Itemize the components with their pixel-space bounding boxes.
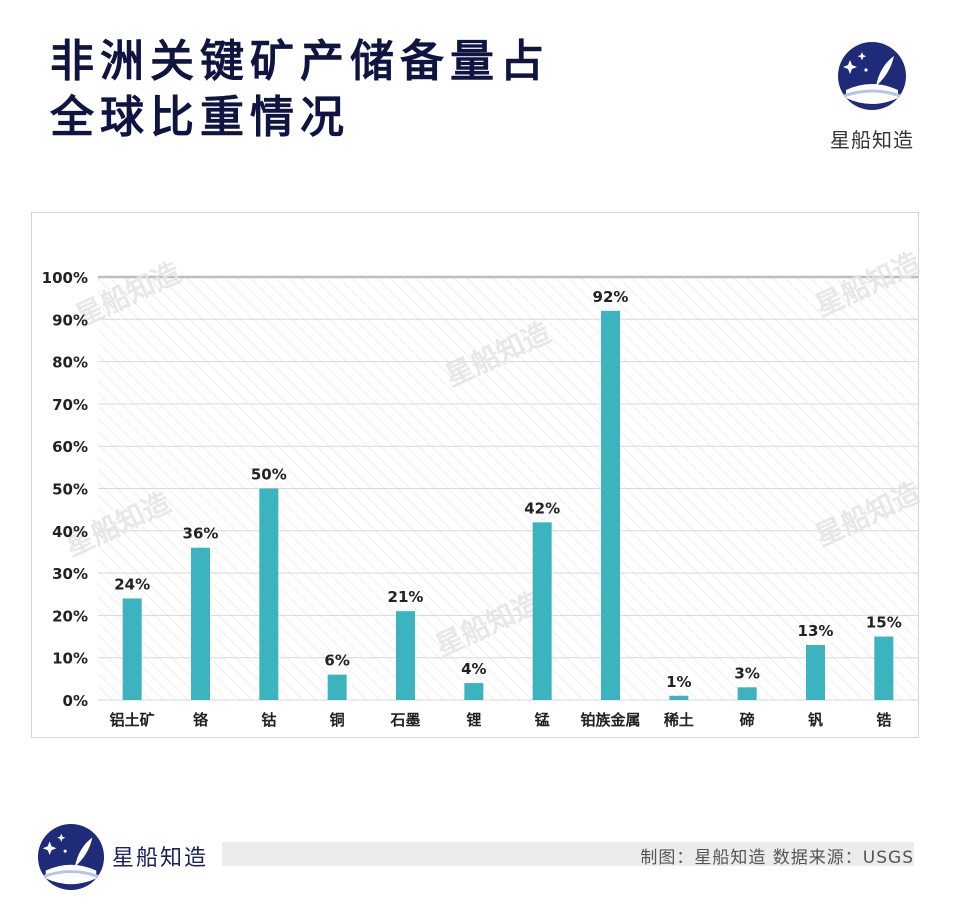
x-tick-label: 铂族金属 bbox=[580, 711, 640, 729]
footer-bar bbox=[222, 842, 914, 866]
y-tick-label: 100% bbox=[42, 269, 88, 287]
bar bbox=[737, 687, 757, 700]
y-tick-label: 0% bbox=[63, 692, 88, 710]
chart-panel: 星船知造 星船知造 星船知造 星船知造 星船知造 星船知造 24% 36% 50% 6% 21% 4… bbox=[31, 212, 920, 738]
data-label: 1% bbox=[666, 673, 691, 691]
data-label: 36% bbox=[183, 525, 219, 543]
footer-brand: 星船知造 bbox=[112, 846, 209, 871]
title-line-1: 非洲关键矿产储备量占 bbox=[50, 36, 550, 87]
brand-logo-icon bbox=[838, 42, 906, 110]
bar bbox=[122, 598, 142, 700]
bar bbox=[874, 636, 894, 700]
y-tick-label: 20% bbox=[52, 607, 88, 625]
x-tick-label: 石墨 bbox=[389, 711, 420, 729]
x-axis-ticks: 铝土矿 铬 钴 铜 石墨 锂 锰 铂族金属 稀土 碲 钒 锆 bbox=[110, 711, 892, 729]
y-tick-label: 10% bbox=[52, 650, 88, 668]
x-tick-label: 稀土 bbox=[664, 711, 694, 729]
data-label: 3% bbox=[734, 664, 759, 682]
bar bbox=[396, 611, 415, 700]
x-tick-label: 铜 bbox=[330, 711, 345, 729]
bar bbox=[259, 488, 279, 700]
page-title: 非洲关键矿产储备量占 全球比重情况 bbox=[50, 34, 550, 146]
bar bbox=[191, 547, 210, 700]
footer-logo-icon bbox=[37, 823, 105, 891]
title-line-2: 全球比重情况 bbox=[50, 92, 350, 143]
bar bbox=[601, 310, 620, 700]
x-tick-label: 铝土矿 bbox=[110, 711, 155, 729]
y-tick-label: 90% bbox=[52, 311, 88, 329]
bar bbox=[669, 695, 689, 700]
y-tick-label: 50% bbox=[52, 481, 88, 499]
x-tick-label: 锂 bbox=[466, 711, 481, 729]
y-tick-label: 30% bbox=[52, 565, 88, 583]
x-tick-label: 锆 bbox=[876, 711, 891, 729]
x-tick-label: 铬 bbox=[193, 711, 209, 729]
data-label: 4% bbox=[461, 660, 486, 678]
data-labels: 24% 36% 50% 6% 21% 4% 42% 92% 1% 3% 13% 15% bbox=[114, 288, 902, 691]
data-label: 15% bbox=[866, 614, 902, 632]
y-tick-label: 40% bbox=[52, 523, 88, 541]
data-label: 21% bbox=[388, 588, 424, 606]
data-label: 92% bbox=[593, 288, 629, 306]
brand-name: 星船知造 bbox=[830, 128, 914, 152]
y-tick-label: 70% bbox=[52, 396, 88, 414]
data-label: 50% bbox=[251, 466, 287, 484]
y-tick-label: 80% bbox=[52, 354, 88, 372]
y-axis-ticks: 0% 10% 20% 30% 40% 50% 60% 70% 80% 90% 100% bbox=[42, 269, 88, 710]
footer-source: 制图：星船知造 数据来源：USGS bbox=[640, 848, 914, 868]
bar bbox=[464, 683, 484, 700]
bar bbox=[532, 522, 552, 700]
x-tick-label: 碲 bbox=[740, 711, 755, 729]
x-tick-label: 钴 bbox=[261, 711, 276, 729]
gridlines bbox=[98, 275, 918, 701]
data-label: 24% bbox=[114, 575, 150, 593]
data-label: 42% bbox=[524, 499, 560, 517]
data-label: 6% bbox=[324, 652, 349, 670]
x-tick-label: 钒 bbox=[808, 711, 823, 729]
bar bbox=[806, 645, 825, 700]
y-tick-label: 60% bbox=[52, 438, 88, 456]
data-label: 13% bbox=[798, 622, 834, 640]
bar bbox=[327, 674, 347, 700]
x-tick-label: 锰 bbox=[535, 711, 550, 729]
bars bbox=[122, 310, 894, 700]
